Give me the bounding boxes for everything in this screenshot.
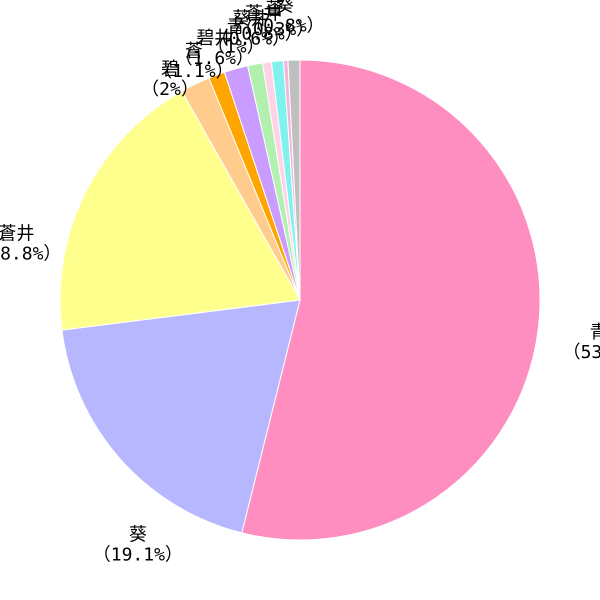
slice-label: 青井（53.9%）	[563, 322, 600, 363]
slice-label: 葵（19.1%）	[93, 524, 183, 565]
slice-label: 蒼井（18.8%）	[0, 224, 61, 265]
pie-slices	[60, 60, 540, 540]
pie-chart: 青井（53.9%）葵（19.1%）蒼井（18.8%）碧（2%）蒼（1.1%）碧井…	[0, 0, 600, 600]
